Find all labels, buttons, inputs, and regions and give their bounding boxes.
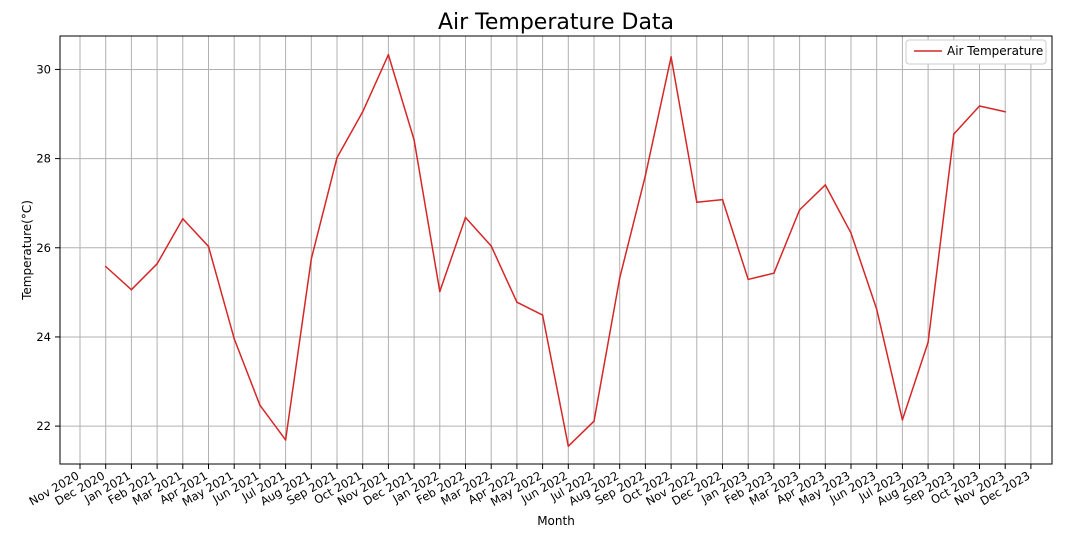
data-point [490, 245, 493, 247]
data-point [850, 232, 852, 234]
y-tick-label: 22 [36, 419, 51, 433]
legend-box [905, 39, 1047, 65]
data-point [464, 216, 467, 219]
y-tick-label: 30 [36, 62, 51, 76]
y-tick-label: 24 [36, 330, 51, 344]
data-point [644, 174, 647, 177]
data-point [773, 272, 775, 274]
y-axis: 22 24 26 28 30 [36, 62, 60, 433]
data-point [541, 314, 544, 316]
data-point [207, 245, 210, 248]
data-point [284, 439, 287, 441]
data-point [901, 419, 904, 421]
data-point [259, 404, 261, 406]
data-point [130, 288, 133, 291]
y-tick-label: 28 [36, 152, 51, 166]
data-point [798, 209, 801, 211]
data-point [927, 341, 929, 344]
data-point [696, 201, 698, 204]
data-point [336, 156, 338, 159]
grid [60, 36, 1052, 464]
data-point [875, 308, 878, 311]
data-point [104, 265, 107, 268]
data-point [567, 445, 570, 447]
data-point [156, 263, 158, 265]
data-point [978, 105, 981, 107]
data-point [387, 53, 390, 56]
data-point [618, 277, 621, 279]
data-point [747, 278, 749, 281]
legend-label: Air Temperature [947, 44, 1043, 58]
data-point [233, 337, 235, 340]
chart-title: Air Temperature Data [438, 10, 674, 35]
data-point [361, 110, 364, 113]
data-point [439, 290, 441, 293]
y-axis-label: Temperature(°C) [20, 200, 34, 301]
data-point [1004, 110, 1006, 113]
data-point [953, 133, 955, 135]
data-point [670, 56, 672, 58]
series-line-air-temperature [105, 53, 1006, 447]
data-point [824, 184, 827, 186]
series-layer [104, 53, 1006, 447]
x-axis-label: Month [537, 514, 575, 528]
data-point [182, 217, 184, 220]
data-point [721, 198, 724, 201]
y-tick-label: 26 [36, 241, 51, 255]
data-point [593, 420, 595, 423]
data-point [310, 258, 313, 260]
data-point [413, 139, 415, 141]
plot-frame [59, 35, 1053, 465]
data-point [516, 301, 518, 303]
legend: Air Temperature [905, 39, 1047, 65]
